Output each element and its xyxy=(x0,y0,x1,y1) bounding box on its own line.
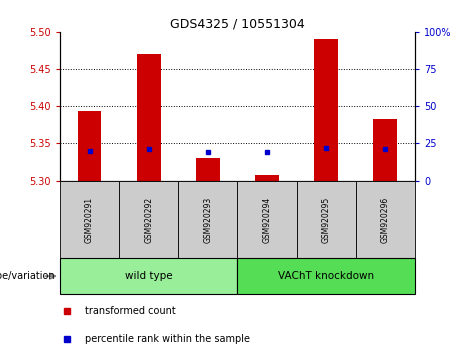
Text: GSM920292: GSM920292 xyxy=(144,196,153,242)
Text: percentile rank within the sample: percentile rank within the sample xyxy=(85,334,250,344)
Bar xyxy=(119,181,178,258)
Text: VAChT knockdown: VAChT knockdown xyxy=(278,271,374,281)
Title: GDS4325 / 10551304: GDS4325 / 10551304 xyxy=(170,18,305,31)
Bar xyxy=(314,39,338,181)
Bar xyxy=(178,181,237,258)
Bar xyxy=(77,112,101,181)
Bar xyxy=(237,258,415,294)
Bar xyxy=(137,54,160,181)
Bar xyxy=(196,158,219,181)
Text: transformed count: transformed count xyxy=(85,306,176,316)
Text: genotype/variation: genotype/variation xyxy=(0,271,55,281)
Bar xyxy=(237,181,296,258)
Text: wild type: wild type xyxy=(125,271,172,281)
Bar xyxy=(373,119,397,181)
Text: GSM920295: GSM920295 xyxy=(322,196,331,242)
Bar xyxy=(255,175,279,181)
Text: GSM920293: GSM920293 xyxy=(203,196,213,242)
Bar xyxy=(356,181,415,258)
Bar xyxy=(296,181,356,258)
Bar xyxy=(60,258,237,294)
Text: GSM920294: GSM920294 xyxy=(262,196,272,242)
Bar xyxy=(60,181,119,258)
Text: GSM920296: GSM920296 xyxy=(381,196,390,242)
Text: GSM920291: GSM920291 xyxy=(85,196,94,242)
